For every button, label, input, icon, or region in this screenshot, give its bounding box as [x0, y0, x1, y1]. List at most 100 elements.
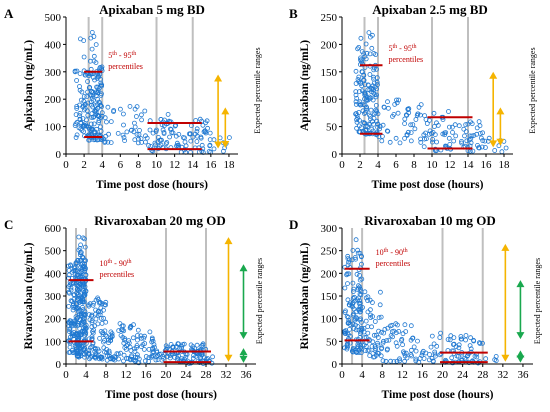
data-point — [73, 267, 79, 273]
data-point — [346, 271, 352, 277]
data-point — [419, 353, 425, 359]
data-point — [80, 261, 85, 267]
data-point — [353, 111, 359, 116]
data-point — [342, 310, 348, 315]
data-point — [67, 344, 73, 350]
data-point — [357, 307, 363, 313]
data-point — [350, 247, 356, 253]
data-point — [376, 315, 382, 321]
data-point — [361, 329, 367, 335]
data-point — [188, 138, 194, 144]
data-point — [372, 319, 378, 324]
data-point — [362, 54, 368, 59]
data-point — [408, 138, 414, 144]
data-point — [82, 258, 88, 264]
data-point — [350, 301, 355, 307]
data-point — [442, 132, 448, 138]
data-point — [81, 129, 86, 135]
percentile-annotation-line2: percentiles — [389, 55, 424, 64]
x-axis-label: Time post dose (hours) — [372, 179, 484, 191]
percentile-annotation: 5th - 95th — [389, 44, 417, 53]
data-point — [464, 138, 470, 144]
data-point — [127, 325, 133, 331]
data-point — [96, 352, 101, 358]
data-point — [476, 340, 482, 346]
data-point — [357, 272, 362, 278]
data-point — [470, 148, 476, 154]
data-point — [421, 144, 427, 150]
data-point — [82, 345, 87, 351]
arrow-inner-head-top — [496, 107, 505, 115]
data-point — [115, 130, 121, 136]
data-point — [90, 92, 96, 98]
y-tick-label: 100 — [321, 94, 338, 106]
data-point — [89, 334, 95, 340]
data-point — [88, 66, 94, 72]
data-point — [468, 335, 474, 341]
data-point — [121, 358, 126, 364]
x-tick-label: 8 — [379, 369, 385, 381]
annotation-text: - 90 — [112, 259, 127, 268]
x-tick-label: 14 — [187, 159, 199, 171]
data-point — [408, 130, 414, 136]
data-point — [445, 337, 451, 342]
data-point — [415, 338, 420, 344]
data-point — [379, 329, 384, 335]
data-point — [437, 352, 443, 358]
data-point — [82, 291, 87, 297]
data-point — [385, 346, 390, 352]
y-tick-label: 150 — [321, 67, 338, 79]
data-point — [374, 75, 380, 81]
data-point — [140, 342, 146, 348]
data-point — [390, 114, 395, 119]
data-point — [365, 97, 371, 103]
data-point — [202, 128, 208, 134]
data-point — [388, 358, 394, 364]
data-point — [469, 133, 475, 139]
data-point — [74, 78, 79, 83]
y-tick-label: 600 — [45, 223, 62, 235]
x-axis-label: Time post dose (hours) — [105, 389, 217, 401]
data-point — [410, 335, 415, 341]
data-point — [183, 354, 189, 360]
data-point — [79, 268, 85, 274]
annotation-superscript: th — [112, 51, 117, 57]
data-point — [135, 333, 140, 338]
data-point — [174, 355, 180, 361]
arrow-middle-head-top — [239, 264, 248, 272]
data-point — [468, 136, 474, 142]
data-point — [366, 121, 372, 127]
data-point — [78, 313, 84, 318]
data-point — [153, 357, 159, 363]
data-point — [353, 256, 359, 262]
data-point — [100, 330, 106, 336]
data-point — [85, 79, 90, 84]
arrow-outer-head-top — [489, 71, 498, 79]
data-point — [355, 46, 361, 52]
data-point — [357, 286, 363, 292]
data-point — [413, 117, 419, 122]
data-point — [345, 253, 351, 259]
data-point — [93, 311, 98, 317]
data-point — [421, 132, 427, 138]
data-point — [78, 264, 83, 270]
data-point — [463, 122, 469, 127]
x-tick-label: 16 — [141, 369, 153, 381]
data-point — [81, 98, 87, 104]
data-point — [369, 343, 375, 349]
data-point — [376, 351, 382, 356]
data-point — [93, 42, 99, 47]
data-point — [104, 333, 110, 339]
annotation-superscript: th — [412, 44, 417, 50]
data-point — [397, 140, 403, 146]
data-point — [205, 125, 211, 131]
data-point — [345, 256, 351, 262]
data-point — [82, 261, 87, 267]
data-point — [385, 105, 391, 111]
data-point — [376, 328, 382, 334]
data-point — [367, 34, 373, 40]
data-point — [356, 110, 362, 115]
data-point — [459, 138, 464, 144]
x-tick-label: 28 — [201, 369, 213, 381]
